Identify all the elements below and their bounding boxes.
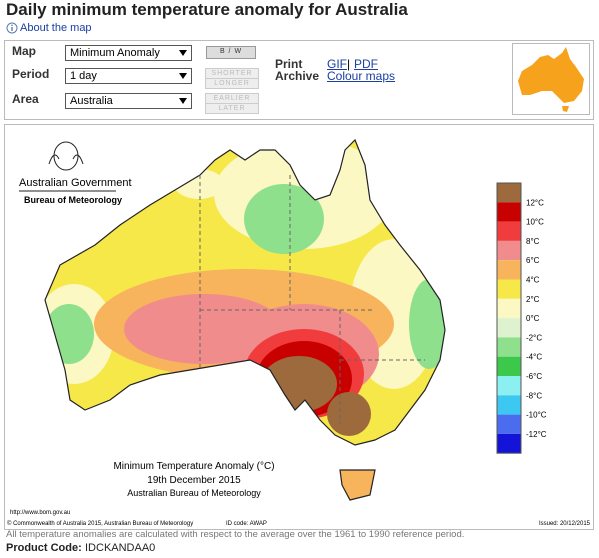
legend-swatch xyxy=(497,337,521,357)
area-thumbnail[interactable] xyxy=(512,43,590,115)
info-icon xyxy=(6,22,18,34)
state-borders xyxy=(199,175,425,424)
archive-label: Archive xyxy=(275,69,320,83)
period-select[interactable]: 1 day xyxy=(65,68,192,84)
legend-label: -4°C xyxy=(526,353,542,362)
legend-swatch xyxy=(497,240,521,261)
legend-swatch xyxy=(497,221,521,241)
legend-swatch xyxy=(497,433,521,454)
legend-frame xyxy=(496,182,522,454)
legend-label: 0°C xyxy=(526,314,540,323)
gif-link[interactable]: GIF xyxy=(327,57,347,71)
legend-label: 12°C xyxy=(526,198,544,207)
longer-button[interactable]: LONGER xyxy=(205,78,259,89)
caption-title: Minimum Temperature Anomaly (°C) xyxy=(113,461,274,472)
legend-swatch xyxy=(497,356,521,376)
bureau: Bureau of Meteorology xyxy=(24,195,122,205)
legend-label: -8°C xyxy=(526,391,542,400)
page-title: Daily minimum temperature anomaly for Au… xyxy=(6,0,408,19)
legend-swatch xyxy=(497,318,521,338)
map-label: Map xyxy=(12,44,36,58)
legend-swatch xyxy=(497,414,521,434)
legend-swatch xyxy=(497,376,521,396)
legend-label: 10°C xyxy=(526,218,544,227)
pdf-link[interactable]: PDF xyxy=(354,57,378,71)
later-button[interactable]: LATER xyxy=(205,103,259,114)
legend-label: 6°C xyxy=(526,256,540,265)
legend-swatch xyxy=(497,298,521,319)
caption-source: Australian Bureau of Meteorology xyxy=(127,488,261,498)
legend-swatch xyxy=(497,260,521,280)
caption-date: 19th December 2015 xyxy=(147,475,241,486)
legend-label: 2°C xyxy=(526,295,540,304)
id-code: ID code: AWAP xyxy=(226,521,267,527)
footnote: All temperature anomalies are calculated… xyxy=(6,529,465,540)
copyright: © Commonwealth of Australia 2015, Austra… xyxy=(7,520,193,527)
product-code: IDCKANDAA0 xyxy=(85,542,156,554)
legend-label: 8°C xyxy=(526,237,540,246)
legend-label: -2°C xyxy=(526,333,542,342)
separator: | xyxy=(347,57,351,71)
print-label: Print xyxy=(275,57,303,71)
map-select[interactable]: Minimum Anomaly xyxy=(65,45,192,61)
legend-swatch xyxy=(497,395,521,415)
legend-label: -10°C xyxy=(526,411,547,420)
url: http://www.bom.gov.au xyxy=(10,510,70,516)
legend: 12°C 10°C 8°C 6°C 4°C 2°C 0°C -2°C -4°C -6°C -8°C -… xyxy=(496,182,547,454)
colour-maps-link[interactable]: Colour maps xyxy=(327,69,396,83)
legend-label: -6°C xyxy=(526,372,542,381)
issued: Issued: 20/12/2015 xyxy=(539,521,591,527)
about-link[interactable]: About the map xyxy=(20,22,92,34)
coat-of-arms xyxy=(48,141,84,171)
area-select[interactable]: Australia xyxy=(65,93,192,109)
legend-swatch xyxy=(497,183,521,203)
bw-button[interactable]: B / W xyxy=(206,46,256,59)
area-label: Area xyxy=(12,92,39,106)
legend-label: -12°C xyxy=(526,430,547,439)
product-code-label: Product Code: xyxy=(6,542,82,554)
map-panel: Australian Government Bureau of Meteorol… xyxy=(4,124,594,530)
period-label: Period xyxy=(12,67,50,81)
coastline xyxy=(44,138,446,501)
agency: Australian Government xyxy=(19,177,132,189)
legend-swatch xyxy=(497,279,521,299)
control-panel xyxy=(4,40,594,120)
legend-swatch xyxy=(497,202,521,222)
legend-label: 4°C xyxy=(526,276,540,285)
